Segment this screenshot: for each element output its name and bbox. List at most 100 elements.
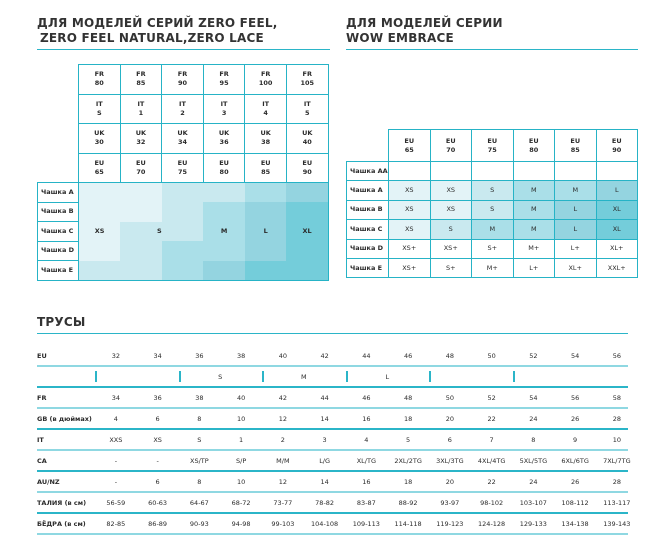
size-value: XXS	[109, 436, 123, 444]
cup-row: Чашка A XS XS S M M L	[346, 180, 638, 201]
size-value: 5	[406, 436, 411, 444]
system-value: 85	[261, 167, 271, 176]
size-header-cell: FR 95	[202, 64, 246, 95]
cup-label: Чашка C	[346, 219, 389, 240]
cup-row: Чашка E XS+ S+ M+ L+ XL+ XXL+	[346, 257, 638, 279]
system-label: IT	[262, 99, 270, 108]
empty-cell	[347, 130, 389, 162]
system-label: UK	[260, 129, 271, 138]
size-value: XL/TG	[356, 457, 377, 465]
header-row: FR 80 FR 85 FR 90 FR 95 FR 100 FR 105	[38, 64, 329, 95]
size-group-label: M	[300, 373, 307, 381]
size-cell: M	[512, 219, 555, 240]
size-cell	[595, 160, 638, 182]
size-cell: XXL+	[595, 257, 638, 279]
size-header-cell: FR 85	[119, 64, 163, 95]
size-value: 2XL/2TG	[394, 457, 422, 465]
cup-label: Чашка A	[346, 180, 389, 201]
size-value: 9	[573, 436, 578, 444]
size-cell	[203, 202, 245, 222]
cup-label: Чашка C	[37, 221, 79, 242]
system-label: FR	[260, 70, 271, 79]
panties-row: ТАЛИЯ (в см) 56-59 60-63 64-67 68-72 73-77 78-…	[37, 493, 630, 514]
system-label: FR	[94, 70, 105, 79]
cup-row: Чашка AA	[346, 160, 638, 182]
system-label: IT	[95, 99, 103, 108]
system-value: 80	[94, 79, 104, 88]
size-value: 60-63	[148, 499, 168, 507]
header-row: EU 65 EU 70 EU 75 EU 80 EU 85 EU 90	[38, 152, 329, 183]
size-value: 28	[612, 415, 622, 423]
header-row: UK 30 UK 32 UK 34 UK 36 UK 38 UK 40	[38, 123, 329, 154]
size-value: 109-113	[352, 520, 380, 528]
size-value: 4	[364, 436, 369, 444]
size-cell: XS	[388, 199, 431, 221]
size-cell: M	[471, 219, 514, 240]
size-value: 22	[487, 478, 496, 486]
system-label: FR	[219, 70, 229, 79]
size-header-cell: IT 5	[285, 93, 329, 124]
size-header-cell: UK 38	[244, 123, 287, 154]
size-value: 24	[529, 478, 538, 486]
panties-row: AU/NZ - 6 8 10 12 14 16 18 20 22 24 26 28	[37, 472, 628, 493]
size-value: 32	[111, 352, 121, 360]
size-value: 73-77	[273, 499, 293, 507]
cup-label: Чашка E	[37, 260, 79, 281]
title-line: ZERO FEEL NATURAL,ZERO LACE	[40, 31, 264, 45]
size-header-cell: EU 80	[512, 129, 555, 162]
size-value: 4XL/4TG	[477, 457, 506, 465]
size-header-cell: EU 75	[471, 129, 514, 162]
size-header-cell: UK 30	[78, 123, 121, 154]
size-header-cell: EU 65	[388, 129, 431, 162]
system-label: IT	[303, 99, 311, 108]
row-label: IT	[37, 436, 44, 444]
size-value: 38	[195, 394, 204, 402]
cup-label: Чашка E	[346, 257, 389, 279]
size-cell	[78, 241, 121, 261]
empty-cell	[38, 124, 79, 154]
size-cell	[471, 160, 514, 182]
cup-row: Чашка D XS+ XS+ S+ M+ L+ XL+	[346, 238, 638, 259]
size-cell	[78, 260, 121, 281]
size-value: 40	[278, 352, 288, 360]
panties-row: FR 34 36 38 40 42 44 46 48 50 52 54 56 58	[37, 388, 628, 409]
size-cell: S	[471, 180, 514, 201]
size-header-cell: FR 80	[78, 64, 121, 95]
size-cell: S	[429, 219, 472, 240]
system-value: 80	[219, 167, 229, 176]
panties-row: GB (в дюймах) 4 6 8 10 12 14 16 18 20 22 24 26 28	[37, 409, 628, 430]
size-value: 103-107	[519, 499, 547, 507]
panties-row: EU 32 34 36 38 40 42 44 46 48 50 52 54 56	[37, 346, 628, 367]
size-header-cell: FR 100	[244, 64, 287, 95]
system-value: 30	[94, 138, 104, 147]
size-cell: XL+	[595, 238, 638, 259]
size-header-cell: UK 36	[202, 123, 246, 154]
size-cell	[161, 260, 204, 281]
size-cell	[78, 202, 121, 222]
size-value: 14	[320, 415, 329, 423]
cup-row: Чашка D	[37, 240, 329, 261]
size-value: 8	[531, 436, 536, 444]
system-label: IT	[179, 99, 186, 108]
size-header-cell: UK 34	[161, 123, 204, 154]
size-label: XS	[78, 221, 121, 241]
size-value: 8	[197, 415, 202, 423]
size-value: 8	[197, 478, 202, 486]
system-value: 90	[177, 79, 187, 88]
size-value: -	[114, 478, 118, 486]
size-value: 24	[529, 415, 538, 423]
system-value: 4	[263, 108, 268, 117]
size-value: 12	[278, 478, 288, 486]
size-value: -	[114, 457, 118, 465]
empty-cell	[38, 65, 79, 95]
size-header-cell: EU 75	[161, 152, 204, 183]
system-label: EU	[219, 158, 229, 167]
group-divider	[429, 371, 431, 382]
title-line: WOW EMBRACE	[346, 31, 454, 45]
size-label: M	[203, 221, 245, 241]
system-label: EU	[302, 158, 313, 167]
group-divider	[95, 371, 97, 382]
size-header-cell: EU 90	[285, 152, 329, 183]
